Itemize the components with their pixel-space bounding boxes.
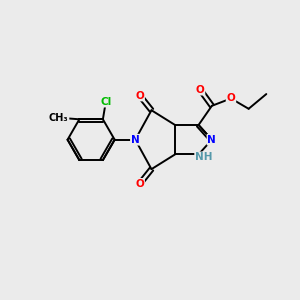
Text: N: N [208,135,216,145]
Text: CH₃: CH₃ [49,113,68,123]
Text: O: O [135,179,144,189]
Text: Cl: Cl [100,97,112,106]
Text: NH: NH [195,152,213,162]
Text: O: O [226,94,235,103]
Text: O: O [196,85,204,94]
Text: O: O [135,91,144,100]
Text: N: N [131,135,140,145]
